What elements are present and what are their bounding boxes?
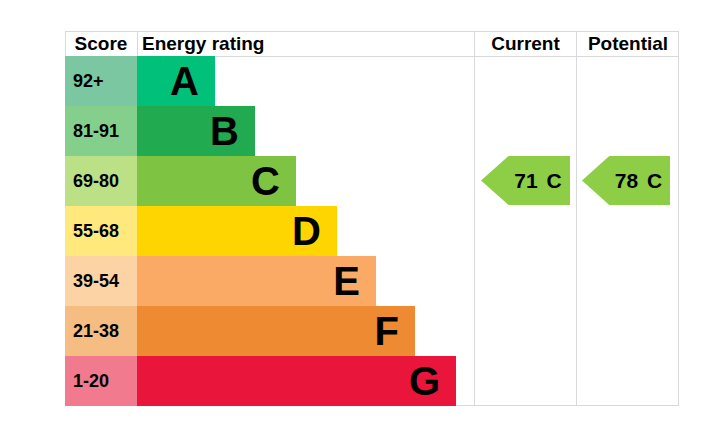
- potential-column-header: Potential: [577, 31, 679, 56]
- band-row-b: 81-91 B: [65, 106, 679, 156]
- band-score-range: 81-91: [65, 106, 137, 156]
- band-row-e: 39-54 E: [65, 256, 679, 306]
- band-score-range: 1-20: [65, 356, 137, 406]
- band-bar-d: D: [137, 206, 337, 256]
- band-score-range: 39-54: [65, 256, 137, 306]
- current-column-header: Current: [475, 31, 576, 56]
- band-bar-e: E: [137, 256, 376, 306]
- score-column-header: Score: [65, 31, 137, 56]
- band-bar-a: A: [137, 56, 215, 106]
- band-row-f: 21-38 F: [65, 306, 679, 356]
- band-row-g: 1-20 G: [65, 356, 679, 406]
- epc-rating-chart: Score Energy rating Current Potential 92…: [0, 0, 725, 432]
- band-score-range: 55-68: [65, 206, 137, 256]
- potential-rating-value: 78: [615, 169, 638, 193]
- grid-line-score-divider: [137, 31, 138, 56]
- current-rating-value: 71: [514, 169, 537, 193]
- potential-rating-band: C: [647, 169, 662, 193]
- band-row-d: 55-68 D: [65, 206, 679, 256]
- band-score-range: 21-38: [65, 306, 137, 356]
- band-bar-c: C: [137, 156, 296, 206]
- epc-table: Score Energy rating Current Potential 92…: [65, 31, 679, 406]
- band-score-range: 92+: [65, 56, 137, 106]
- band-score-range: 69-80: [65, 156, 137, 206]
- band-bar-g: G: [137, 356, 456, 406]
- current-rating-band: C: [547, 169, 562, 193]
- band-row-a: 92+ A: [65, 56, 679, 106]
- band-bar-f: F: [137, 306, 415, 356]
- band-bar-b: B: [137, 106, 255, 156]
- energy-rating-column-header: Energy rating: [142, 31, 264, 56]
